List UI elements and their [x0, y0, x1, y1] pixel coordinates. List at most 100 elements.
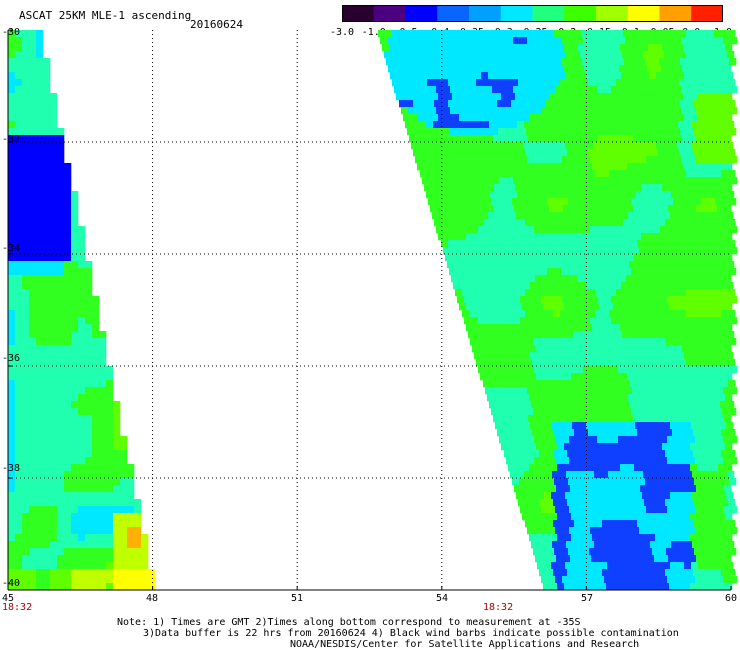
swath-cell — [705, 282, 713, 290]
swath-cell — [603, 338, 611, 346]
swath-cell — [666, 268, 674, 276]
swath-cell — [416, 65, 424, 73]
swath-cell — [678, 471, 686, 479]
swath-cell — [696, 65, 704, 73]
swath-cell — [548, 156, 556, 164]
swath-cell — [43, 436, 51, 444]
swath-cell — [632, 457, 640, 465]
swath-cell — [134, 555, 142, 563]
swath-cell — [127, 527, 135, 535]
swath-cell — [485, 387, 493, 395]
swath-cell — [64, 240, 72, 248]
swath-cell — [57, 317, 65, 325]
swath-cell — [474, 72, 482, 80]
swath-cell — [78, 520, 86, 528]
swath-cell — [532, 450, 540, 458]
swath-cell — [724, 345, 732, 353]
swath-cell — [645, 338, 653, 346]
swath-cell — [626, 345, 634, 353]
swath-cell — [385, 30, 393, 38]
swath-cell — [508, 254, 516, 262]
swath-cell — [620, 583, 628, 591]
swath-cell — [549, 275, 557, 283]
swath-cell — [630, 520, 638, 528]
swath-cell — [64, 254, 72, 262]
swath-cell — [560, 79, 568, 87]
swath-cell — [701, 338, 709, 346]
swath-cell — [15, 436, 23, 444]
swath-cell — [650, 121, 658, 129]
swath-cell — [527, 436, 535, 444]
swath-cell — [591, 275, 599, 283]
swath-cell — [653, 576, 661, 584]
swath-cell — [36, 282, 44, 290]
swath-cell — [120, 485, 128, 493]
swath-cell — [29, 310, 37, 318]
swath-cell — [524, 121, 532, 129]
swath-cell — [708, 58, 716, 66]
swath-cell — [686, 100, 694, 108]
swath-cell — [644, 380, 652, 388]
swath-cell — [616, 310, 624, 318]
swath-cell — [529, 233, 537, 241]
swath-cell — [680, 128, 688, 136]
swath-cell — [489, 191, 497, 199]
swath-cell — [608, 191, 616, 199]
swath-cell — [574, 520, 582, 528]
swath-cell — [527, 506, 535, 514]
swath-cell — [15, 471, 23, 479]
swath-cell — [639, 436, 647, 444]
swath-cell — [141, 555, 149, 563]
swath-cell — [695, 226, 703, 234]
swath-cell — [726, 212, 734, 220]
swath-cell — [561, 338, 569, 346]
swath-cell — [556, 345, 564, 353]
swath-cell — [113, 436, 121, 444]
swath-cell — [723, 457, 731, 465]
swath-cell — [515, 443, 523, 451]
swath-cell — [520, 436, 528, 444]
swath-cell — [674, 506, 682, 514]
swath-cell — [518, 79, 526, 87]
swath-cell — [22, 478, 30, 486]
swath-cell — [719, 72, 727, 80]
swath-cell — [630, 240, 638, 248]
swath-cell — [582, 58, 590, 66]
swath-cell — [584, 485, 592, 493]
swath-cell — [665, 569, 673, 577]
swath-cell — [8, 128, 16, 136]
swath-cell — [551, 352, 559, 360]
swath-cell — [415, 37, 423, 45]
swath-cell — [8, 310, 16, 318]
swath-cell — [521, 65, 529, 73]
swath-cell — [43, 177, 51, 185]
swath-cell — [627, 233, 635, 241]
swath-cell — [569, 317, 577, 325]
swath-cell — [459, 163, 467, 171]
swath-cell — [539, 100, 547, 108]
swath-cell — [701, 408, 709, 416]
swath-cell — [57, 282, 65, 290]
swath-cell — [611, 366, 619, 374]
swath-cell — [543, 114, 551, 122]
swath-cell — [15, 58, 23, 66]
swath-cell — [498, 408, 506, 416]
swath-cell — [576, 156, 584, 164]
swath-cell — [99, 429, 107, 437]
swath-cell — [609, 149, 617, 157]
swath-cell — [92, 541, 100, 549]
swath-cell — [501, 443, 509, 451]
swath-cell — [449, 58, 457, 66]
swath-cell — [720, 401, 728, 409]
swath-cell — [473, 324, 481, 332]
swath-cell — [574, 240, 582, 248]
swath-cell — [427, 100, 435, 108]
swath-cell — [674, 226, 682, 234]
swath-cell — [718, 303, 726, 311]
swath-cell — [529, 184, 537, 192]
swath-cell — [482, 51, 490, 59]
swath-cell — [699, 121, 707, 129]
swath-cell — [567, 240, 575, 248]
swath-cell — [659, 478, 667, 486]
swath-cell — [447, 261, 455, 269]
